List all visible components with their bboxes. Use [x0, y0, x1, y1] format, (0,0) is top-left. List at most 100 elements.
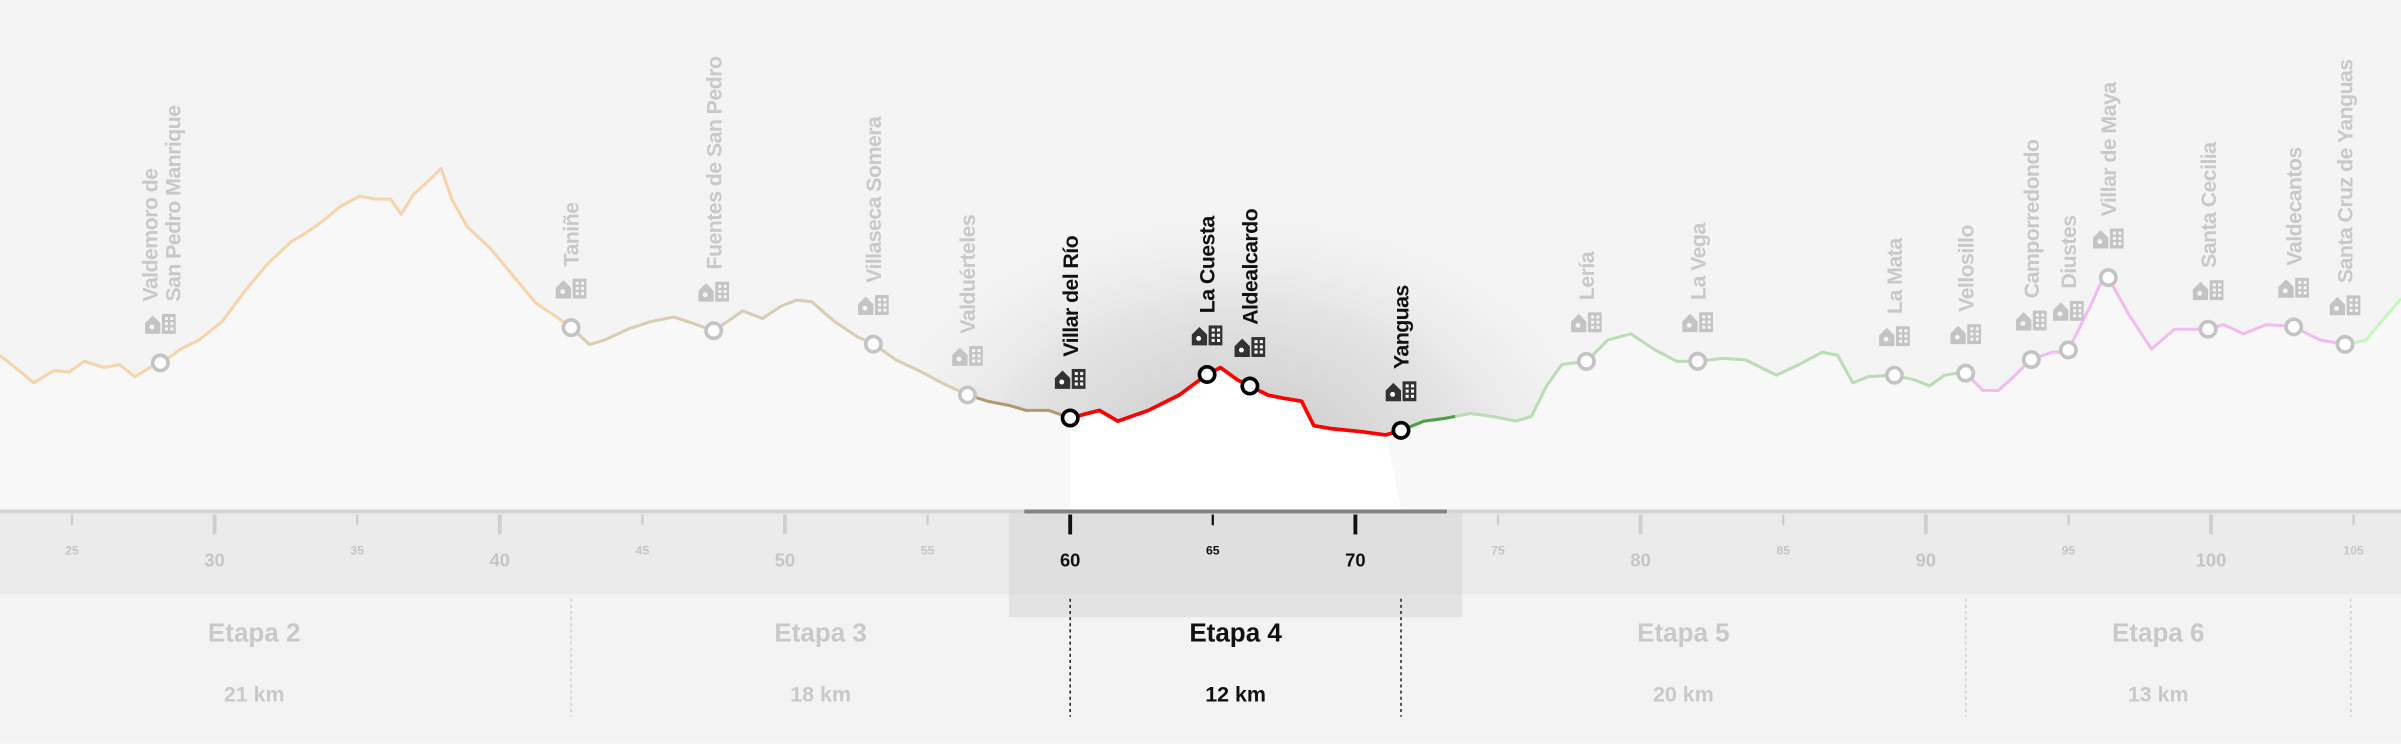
building-window	[2355, 308, 2359, 312]
building-window	[1217, 338, 1221, 342]
x-tick-label: 45	[636, 543, 650, 557]
village-marker: Vellosillo	[1950, 225, 1982, 383]
building-window	[1080, 382, 1084, 386]
village-point	[2058, 340, 2078, 360]
building-window	[1970, 327, 1974, 331]
building-window	[1259, 350, 1263, 354]
building-window	[164, 316, 169, 321]
building-window	[2035, 313, 2039, 317]
house-and-building-icon	[1385, 381, 1417, 402]
village-label: Lería	[1575, 250, 1599, 300]
house-window	[1196, 336, 1202, 341]
profile-line-segment	[1454, 332, 1967, 423]
building-window	[2349, 308, 2353, 312]
building-window	[1904, 329, 1908, 333]
stage-distance: 18 km	[790, 682, 851, 706]
building-window	[1707, 315, 1711, 319]
building-shape	[1402, 381, 1417, 402]
village-marker: La Cuesta	[1191, 215, 1223, 384]
stage-distance: 12 km	[1205, 682, 1266, 706]
building-window	[170, 316, 174, 321]
building-window	[1254, 350, 1258, 354]
village-point	[2335, 334, 2355, 354]
village-point	[958, 385, 978, 405]
building-window	[164, 322, 169, 326]
village-label: Santa Cruz de Yanguas	[2334, 59, 2358, 283]
building-window	[581, 281, 585, 285]
village-label: Diustes	[2057, 215, 2081, 289]
village-marker: Villar de Maya	[2093, 81, 2124, 288]
house-and-building-icon	[2329, 295, 2361, 316]
building-window	[2078, 309, 2082, 313]
profile-area	[0, 168, 2401, 510]
x-tick-label: 25	[65, 543, 79, 557]
x-tick-label: 50	[775, 550, 795, 571]
building-window	[1217, 328, 1221, 332]
house-window	[2197, 290, 2203, 296]
building-window	[2041, 324, 2045, 328]
building-window	[1596, 320, 1600, 324]
house-and-building-icon	[2093, 228, 2124, 249]
building-window	[575, 292, 579, 296]
x-tick-label: 105	[2343, 543, 2364, 557]
village-point	[1688, 351, 1708, 371]
building-window	[575, 281, 579, 285]
house-window	[1686, 322, 1692, 328]
building-window	[1254, 345, 1258, 349]
house-and-building-icon	[1950, 324, 1982, 345]
x-tick-label: 70	[1345, 550, 1365, 571]
village-label: Fuentes de San Pedro	[702, 56, 726, 269]
building-window	[2035, 318, 2039, 322]
building-shape	[969, 345, 983, 366]
building-window	[2041, 313, 2045, 317]
building-window	[1405, 394, 1409, 398]
x-tick-label: 90	[1916, 550, 1936, 571]
village-label: Taniñe	[560, 202, 584, 266]
profile-line-segment	[1068, 365, 1402, 437]
house-and-building-icon	[1682, 312, 1713, 333]
building-window	[2355, 303, 2359, 307]
stage-name: Etapa 2	[208, 618, 301, 648]
village-marker: Valduérteles	[952, 214, 983, 405]
building-window	[1074, 382, 1078, 386]
building-window	[2212, 293, 2216, 297]
x-tick-label: 55	[921, 543, 935, 557]
x-tick-label: 85	[1776, 543, 1790, 557]
x-tick-label: 35	[350, 543, 364, 557]
building-window	[2041, 318, 2045, 322]
building-window	[2303, 291, 2307, 295]
building-shape	[2069, 300, 2084, 321]
village-label: Valdecantos	[2282, 147, 2306, 266]
house-window	[2334, 305, 2340, 311]
building-window	[977, 354, 981, 358]
building-shape	[1967, 324, 1982, 345]
house-and-building-icon	[1191, 325, 1223, 346]
building-window	[2298, 291, 2302, 295]
building-window	[1702, 325, 1706, 329]
building-window	[2112, 231, 2116, 235]
building-shape	[572, 278, 587, 299]
building-window	[2072, 303, 2077, 308]
house-window	[1390, 391, 1396, 397]
building-window	[1410, 389, 1415, 393]
building-shape	[161, 313, 176, 334]
village-label-line2: San Pedro Manrique	[161, 105, 185, 302]
profile-line-segment	[569, 298, 969, 397]
x-tick-label: 75	[1491, 543, 1505, 557]
house-window	[2282, 288, 2288, 294]
building-window	[1410, 384, 1415, 388]
village-point	[1060, 408, 1080, 428]
stage-distance: 21 km	[224, 682, 285, 706]
village-label: Villar de Maya	[2097, 81, 2121, 217]
building-shape	[1251, 337, 1266, 357]
building-window	[877, 298, 882, 302]
building-window	[1899, 339, 1903, 343]
building-window	[1074, 377, 1078, 381]
stage-name: Etapa 5	[1637, 618, 1730, 648]
building-shape	[1895, 326, 1910, 347]
building-window	[2218, 288, 2222, 292]
building-window	[2072, 314, 2077, 318]
building-window	[718, 289, 722, 294]
village-marker: Yanguas	[1385, 285, 1417, 440]
building-window	[723, 289, 727, 294]
